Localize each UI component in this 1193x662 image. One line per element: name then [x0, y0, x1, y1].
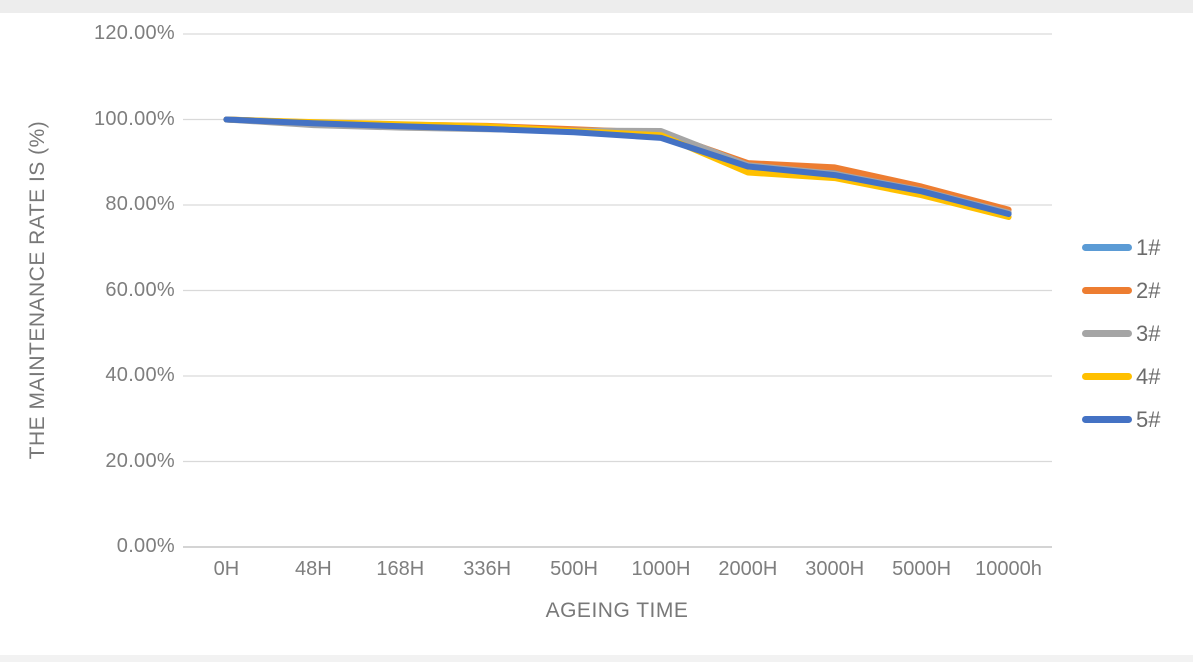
x-tick-label-48H: 48H [294, 558, 332, 580]
y-tick-label-100: 100.00% [93, 107, 175, 130]
legend-swatch-icon [1082, 416, 1132, 423]
legend-swatch-icon [1082, 330, 1132, 337]
y-tick-label-0: 0.00% [116, 535, 175, 557]
legend-item-5: 5# [1082, 404, 1160, 435]
x-tick-label-10000h: 10000h [975, 558, 1042, 580]
x-tick-label-336H: 336H [463, 558, 512, 580]
x-tick-label-5000H: 5000H [892, 558, 952, 580]
legend-swatch-icon [1082, 287, 1132, 294]
x-tick-label-168H: 168H [376, 558, 425, 580]
legend-label: 5# [1136, 406, 1161, 432]
legend-label: 1# [1136, 234, 1161, 260]
legend-label: 2# [1136, 277, 1161, 303]
legend: 1# 2# 3# 4# 5# [1082, 232, 1160, 447]
window-bottom-edge [0, 655, 1193, 662]
y-tick-label-40: 40.00% [105, 364, 175, 386]
y-tick-label-20: 20.00% [105, 449, 175, 472]
legend-item-4: 4# [1082, 361, 1160, 392]
legend-item-3: 3# [1082, 318, 1160, 349]
x-tick-label-500H: 500H [550, 558, 598, 580]
y-tick-label-120: 120.00% [93, 22, 175, 44]
x-tick-label-2000H: 2000H [718, 558, 778, 580]
y-axis-title: THE MAINTENANCE RATE IS (%) [26, 120, 49, 460]
y-tick-label-60: 60.00% [105, 278, 175, 301]
x-tick-label-3000H: 3000H [805, 558, 865, 580]
legend-item-2: 2# [1082, 275, 1160, 306]
x-axis-title: AGEING TIME [545, 599, 689, 622]
legend-item-1: 1# [1082, 232, 1160, 263]
window-top-edge [0, 0, 1193, 13]
x-tick-label-1000H: 1000H [631, 558, 691, 580]
x-tick-label-0H: 0H [213, 558, 240, 580]
series-line-5 [223, 116, 1012, 217]
legend-label: 4# [1136, 363, 1161, 389]
y-tick-label-80: 80.00% [105, 193, 175, 215]
legend-swatch-icon [1082, 373, 1132, 380]
legend-swatch-icon [1082, 244, 1132, 251]
legend-label: 3# [1136, 320, 1161, 346]
